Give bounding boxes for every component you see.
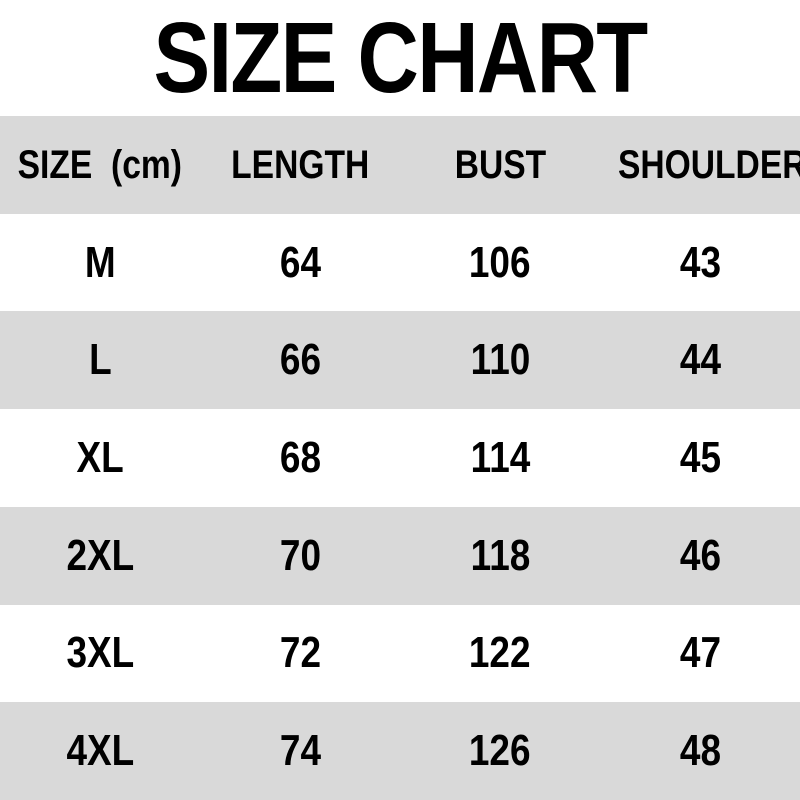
bust-value: 106	[469, 237, 531, 287]
shoulder-value: 47	[679, 628, 721, 678]
header-bust-label: BUST	[454, 142, 546, 187]
bust-value: 126	[469, 726, 531, 776]
shoulder-cell: 47	[600, 631, 800, 675]
bust-cell: 110	[400, 338, 600, 382]
page-title: SIZE CHART	[0, 0, 800, 116]
bust-cell: 118	[400, 530, 600, 580]
header-length-cell: LENGTH	[200, 145, 400, 185]
header-size-cell: SIZE (cm)	[0, 145, 200, 185]
size-value: 2XL	[66, 530, 134, 580]
bust-cell: 106	[400, 237, 600, 287]
header-shoulder-cell: SHOULDER	[600, 145, 800, 185]
size-value: M	[84, 237, 116, 287]
length-cell: 68	[200, 436, 400, 480]
table-row-4xl: 4XL 74 126 48	[0, 702, 800, 800]
table-row-2xl: 2XL 70 118 46	[0, 506, 800, 605]
table-row-3xl: 3XL 72 122 47	[0, 604, 800, 703]
shoulder-value: 48	[679, 726, 721, 776]
size-cell: XL	[0, 436, 200, 480]
header-length-label: LENGTH	[230, 142, 370, 187]
shoulder-value: 43	[679, 237, 721, 287]
length-value: 68	[279, 433, 321, 483]
size-cell: 4XL	[0, 729, 200, 773]
length-cell: 74	[200, 729, 400, 773]
size-value: 4XL	[66, 726, 134, 776]
size-cell: 2XL	[0, 530, 200, 580]
header-shoulder-label: SHOULDER	[617, 142, 800, 187]
length-value: 70	[279, 530, 321, 580]
shoulder-cell: 44	[600, 338, 800, 382]
header-size-label: SIZE (cm)	[17, 142, 183, 187]
size-value: XL	[76, 433, 124, 483]
size-table: SIZE (cm) LENGTH BUST SHOULDER M 64 106 …	[0, 116, 800, 800]
table-row-m: M 64 106 43	[0, 213, 800, 312]
header-bust-cell: BUST	[400, 145, 600, 185]
shoulder-cell: 43	[600, 237, 800, 287]
table-row-xl: XL 68 114 45	[0, 409, 800, 507]
page-title-text: SIZE CHART	[153, 2, 649, 114]
shoulder-value: 44	[679, 335, 721, 385]
size-value: L	[88, 335, 112, 385]
table-row-l: L 66 110 44	[0, 311, 800, 410]
bust-value: 118	[470, 530, 530, 580]
bust-cell: 126	[400, 729, 600, 773]
length-cell: 66	[200, 338, 400, 382]
shoulder-cell: 45	[600, 436, 800, 480]
shoulder-value: 46	[679, 530, 721, 580]
shoulder-cell: 48	[600, 729, 800, 773]
length-value: 72	[279, 628, 321, 678]
size-cell: 3XL	[0, 631, 200, 675]
bust-value: 110	[470, 335, 530, 385]
bust-value: 122	[469, 628, 531, 678]
bust-cell: 114	[400, 436, 600, 480]
length-cell: 70	[200, 530, 400, 580]
length-cell: 72	[200, 631, 400, 675]
shoulder-value: 45	[679, 433, 721, 483]
shoulder-cell: 46	[600, 530, 800, 580]
size-cell: L	[0, 338, 200, 382]
table-header-row: SIZE (cm) LENGTH BUST SHOULDER	[0, 116, 800, 214]
length-cell: 64	[200, 237, 400, 287]
length-value: 64	[279, 237, 321, 287]
size-cell: M	[0, 237, 200, 287]
size-value: 3XL	[66, 628, 134, 678]
bust-cell: 122	[400, 631, 600, 675]
length-value: 66	[279, 335, 321, 385]
bust-value: 114	[470, 433, 530, 483]
length-value: 74	[279, 726, 321, 776]
